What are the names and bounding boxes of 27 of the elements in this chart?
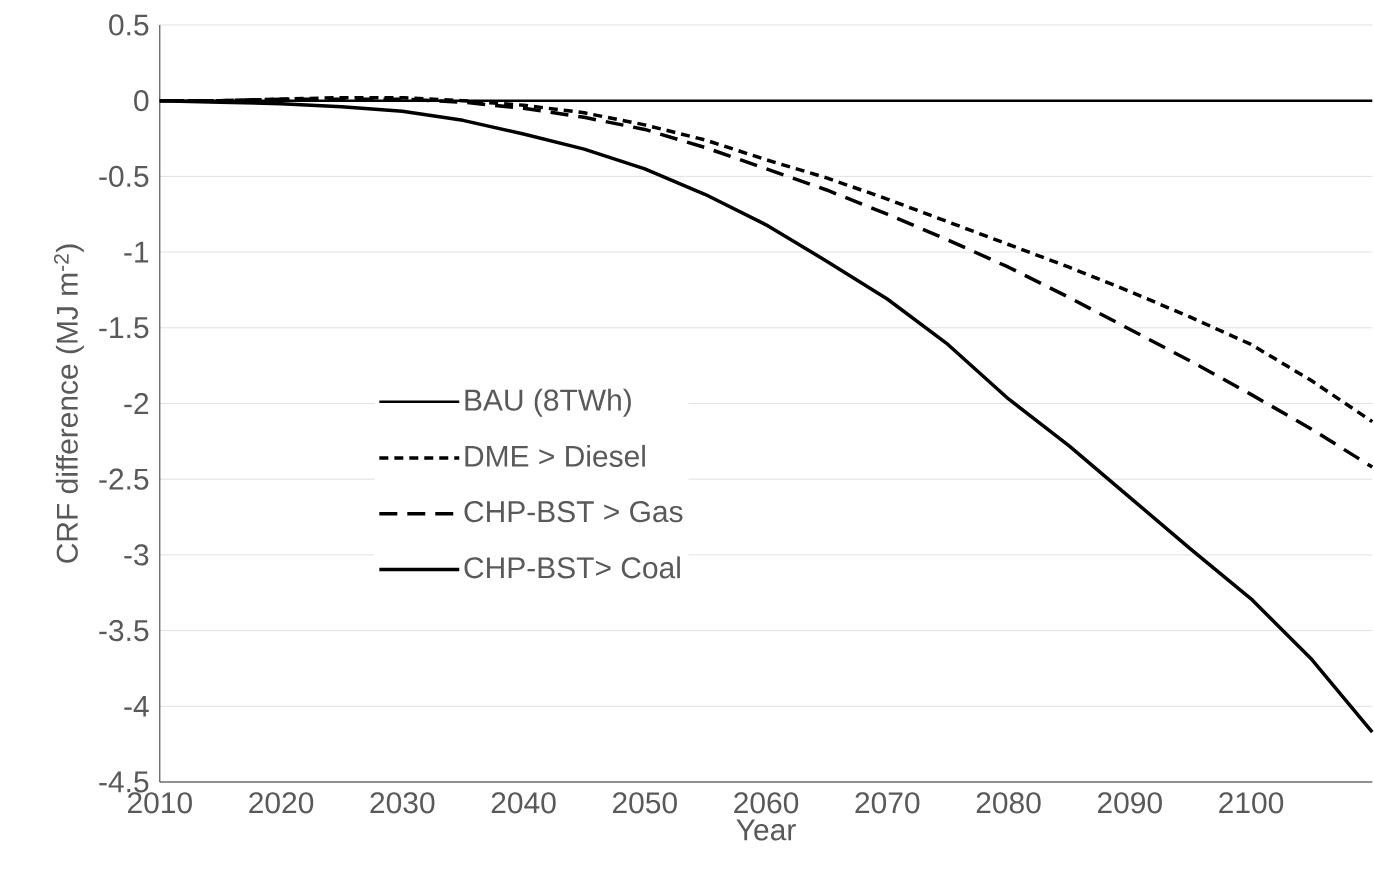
y-tick-label: -2.5 xyxy=(99,468,149,490)
y-tick-label: -3 xyxy=(124,544,149,566)
legend-label: CHP-BST> Coal xyxy=(464,556,680,579)
x-axis-title: Year xyxy=(736,819,796,841)
y-tick-label: -4 xyxy=(124,696,149,717)
x-tick-label: 2100 xyxy=(1219,792,1284,814)
x-tick-label: 2090 xyxy=(1097,792,1162,814)
y-tick-label: -3.5 xyxy=(99,620,149,642)
legend-label: CHP-BST > Gas xyxy=(464,501,683,523)
x-tick-label: 2060 xyxy=(734,792,799,814)
x-tick-label: 2040 xyxy=(491,792,556,814)
y-tick-label: -1 xyxy=(124,241,149,263)
legend-label: DME > Diesel xyxy=(465,444,645,467)
y-tick-label: 0.5 xyxy=(109,14,149,36)
y-tick-label: 0 xyxy=(134,90,149,112)
y-tick-label: -4.5 xyxy=(99,771,149,793)
y-tick-label: -1.5 xyxy=(99,317,149,339)
x-tick-label: 2010 xyxy=(127,792,192,814)
y-tick-label: -2 xyxy=(124,393,149,414)
x-tick-label: 2030 xyxy=(370,792,435,814)
legend-label: BAU (8TWh) xyxy=(465,388,631,417)
y-axis-title: CRF difference (MJ m$^{-2}$) xyxy=(53,244,84,563)
x-tick-label: 2020 xyxy=(249,792,314,814)
y-tick-label: -0.5 xyxy=(99,165,149,188)
x-tick-label: 2080 xyxy=(976,792,1041,814)
x-tick-label: 2070 xyxy=(855,792,920,814)
x-tick-label: 2050 xyxy=(612,792,677,814)
